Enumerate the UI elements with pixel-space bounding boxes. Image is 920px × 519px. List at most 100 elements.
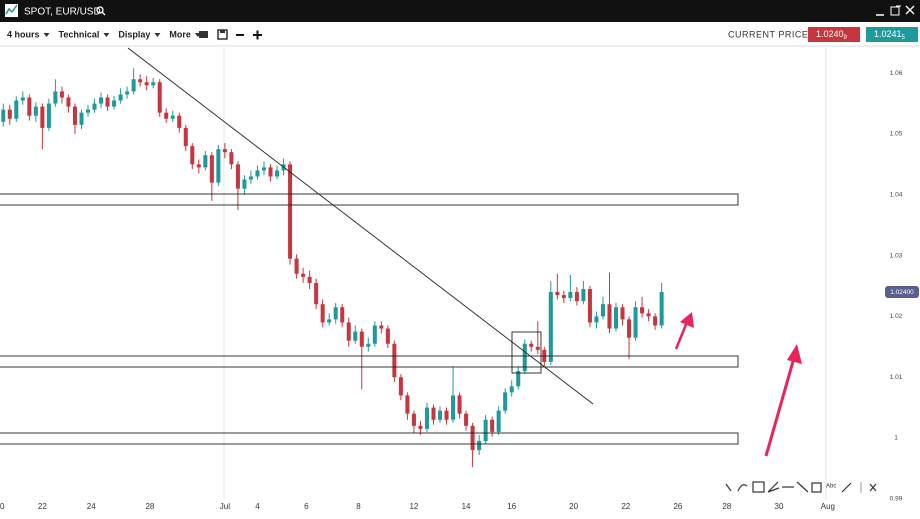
candle-body (164, 112, 169, 119)
candle-body (627, 319, 632, 338)
bid-value: 1.0240 (816, 29, 844, 39)
symbol-title: SPOT, EUR/USD (24, 7, 101, 18)
y-tick-label: 1.06 (890, 70, 903, 77)
ask-button[interactable] (866, 27, 918, 42)
candle-body (483, 419, 488, 442)
zone-box[interactable] (0, 193, 739, 206)
drawing-tools (725, 481, 877, 493)
bid-pip: 9 (844, 35, 848, 41)
tool-text[interactable]: Abc (826, 484, 836, 490)
candle-body (444, 410, 449, 420)
trend-line[interactable] (127, 47, 594, 405)
candle-body (79, 112, 84, 125)
y-tick-label: 1.02 (890, 313, 903, 320)
tool-fan[interactable] (767, 481, 780, 493)
bid-price: 1.02409 (816, 29, 848, 40)
candle-body (411, 413, 416, 426)
candle-body (613, 307, 619, 329)
candle-body (105, 97, 110, 107)
tool-curve[interactable] (737, 484, 748, 492)
y-tick-label: 1 (894, 435, 898, 442)
x-tick-label: 14 (462, 502, 471, 511)
close-button[interactable] (905, 5, 915, 15)
menu-caret (103, 33, 110, 37)
zone-box[interactable] (0, 432, 739, 445)
candle-body (307, 276, 312, 283)
tool-cursor[interactable] (725, 483, 732, 492)
candle-body (424, 407, 429, 429)
x-tick-label: 12 (409, 502, 418, 511)
candle-body (490, 419, 495, 432)
candle-body (340, 307, 345, 323)
x-tick-label: Aug (821, 502, 835, 511)
candle-body (27, 97, 32, 116)
x-tick-label: 24 (87, 502, 96, 511)
zoom-in[interactable] (253, 30, 262, 40)
candle-body (659, 292, 664, 326)
candle-body (653, 316, 658, 326)
save-icon[interactable] (217, 29, 228, 40)
current-price-label: CURRENT PRICE: (728, 29, 811, 39)
bid-button[interactable] (808, 27, 860, 42)
x-tick-label: 20 (0, 502, 5, 511)
candle-body (437, 410, 443, 420)
candle-body (398, 377, 403, 396)
menu-button[interactable]: Technical (59, 29, 100, 39)
candle-body (294, 258, 299, 274)
search-icon[interactable] (96, 6, 106, 16)
arrow (764, 357, 796, 457)
candle-body (522, 343, 527, 372)
candle-body (574, 292, 579, 302)
title-bar (0, 0, 920, 22)
candle-body (92, 103, 97, 110)
candle-body (314, 282, 319, 305)
tool-ray[interactable] (796, 481, 809, 493)
drawings (0, 47, 739, 445)
candle-body (633, 307, 638, 338)
candle-body (509, 386, 514, 393)
candle-body (85, 109, 91, 113)
tool-clear[interactable] (869, 483, 877, 492)
candle-body (151, 82, 156, 86)
candle-body (40, 106, 45, 128)
menu-button[interactable]: Display (118, 29, 150, 39)
y-tick-label: 1.03 (890, 252, 903, 259)
tool-line[interactable] (841, 482, 852, 493)
candle-body (144, 82, 149, 86)
toolbar (0, 22, 920, 46)
candle-body (229, 152, 234, 165)
y-tick-label: 1.01 (890, 374, 903, 381)
menu-button[interactable]: 4 hours (7, 29, 40, 39)
x-tick-label: 30 (775, 502, 784, 511)
popout-button[interactable] (890, 5, 901, 16)
candle-body (620, 307, 625, 320)
arrow (674, 321, 689, 350)
y-tick-label: 0.99 (890, 496, 903, 503)
ask-value: 1.0241 (874, 29, 902, 39)
y-tick-label: 1.05 (890, 131, 903, 138)
last-price-tag (885, 286, 919, 299)
tool-rect[interactable] (811, 482, 822, 493)
candle-body (222, 149, 227, 153)
candle-body (177, 115, 182, 128)
open-icon[interactable] (199, 31, 208, 38)
menu-button[interactable]: More (169, 29, 191, 39)
ask-price: 1.02415 (874, 29, 906, 40)
candle-body (53, 91, 58, 104)
candle-body (587, 289, 592, 323)
highlight-box[interactable] (511, 331, 542, 374)
candle-body (418, 425, 423, 429)
candle-body (131, 79, 136, 92)
tool-fib[interactable] (752, 481, 765, 493)
candle-body (327, 319, 332, 323)
candle-body (190, 146, 195, 165)
candle-body (385, 328, 390, 344)
candle-body (477, 441, 482, 451)
candle-body (125, 91, 130, 95)
candle-body (405, 395, 410, 414)
candle-body (288, 164, 293, 259)
candle-body (301, 273, 306, 277)
zone-box[interactable] (0, 355, 739, 368)
